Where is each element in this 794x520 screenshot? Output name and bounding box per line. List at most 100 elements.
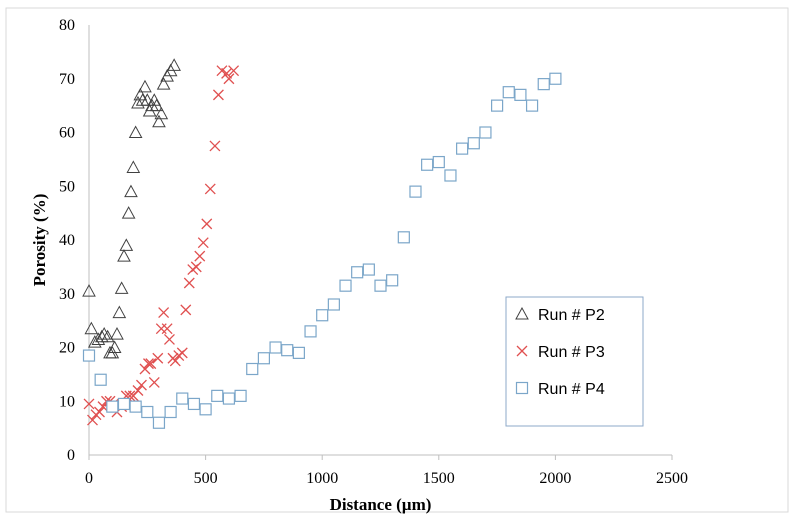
data-point [183, 277, 195, 289]
legend-marker [515, 306, 529, 320]
y-tick-label: 0 [67, 447, 75, 464]
data-point [114, 281, 129, 294]
data-point [156, 77, 171, 90]
x-tick-label: 1500 [423, 470, 455, 487]
y-tick-label: 30 [59, 286, 75, 303]
data-point [204, 183, 216, 195]
data-point [502, 86, 515, 99]
series-3-points [82, 72, 562, 429]
data-point [169, 355, 181, 367]
x-tick-label: 1000 [306, 470, 338, 487]
data-point [316, 309, 329, 322]
data-point [124, 184, 138, 198]
data-point [152, 416, 166, 429]
y-tick-label: 20 [59, 340, 75, 357]
data-point [467, 137, 480, 150]
data-point [269, 341, 282, 354]
data-point [197, 237, 209, 249]
data-point [222, 392, 236, 405]
x-tick-label: 2500 [656, 470, 688, 487]
data-point [145, 358, 157, 370]
data-point [223, 73, 235, 85]
data-point [339, 279, 352, 292]
data-point [421, 158, 434, 171]
data-point [83, 398, 95, 410]
y-tick-label: 60 [59, 125, 75, 142]
data-point [119, 238, 134, 251]
data-point [491, 99, 504, 112]
data-point [133, 87, 148, 101]
data-point [194, 250, 206, 262]
data-point [129, 400, 142, 413]
data-point [97, 327, 112, 340]
data-point [138, 79, 152, 93]
data-point [456, 142, 469, 155]
data-point [82, 349, 96, 362]
data-point [257, 352, 270, 365]
y-tick-label: 50 [59, 178, 75, 195]
data-point [106, 400, 119, 413]
data-point [164, 405, 177, 419]
data-point [211, 389, 224, 402]
data-point [432, 155, 445, 169]
data-point [304, 325, 317, 338]
y-tick-label: 10 [59, 393, 75, 410]
data-point [479, 126, 492, 139]
data-point [327, 298, 340, 311]
data-point [176, 392, 189, 405]
data-point [167, 58, 181, 71]
data-point [128, 125, 143, 138]
data-point [163, 333, 175, 345]
data-point [525, 99, 539, 112]
data-point [82, 284, 96, 297]
data-point [121, 206, 136, 219]
data-points [82, 58, 562, 429]
data-point [158, 307, 170, 319]
data-point [209, 140, 221, 152]
data-point [397, 231, 410, 244]
data-point [152, 114, 166, 128]
data-point [190, 261, 202, 273]
data-point [362, 263, 375, 276]
data-point [154, 106, 169, 120]
data-point [143, 358, 154, 370]
data-point [110, 327, 124, 340]
data-point [444, 169, 457, 182]
data-point [112, 305, 127, 319]
data-point [212, 89, 224, 101]
legend-box [505, 296, 644, 427]
y-tick-label: 70 [59, 71, 75, 88]
data-point [117, 397, 131, 411]
legend: Run # P2 Run # P3 Run # P4 [505, 296, 644, 427]
x-tick-label: 0 [85, 470, 93, 487]
data-point [228, 65, 240, 77]
data-point [87, 414, 98, 426]
data-point [94, 373, 107, 386]
legend-marker [516, 345, 528, 357]
y-axis-ticks: 0 10 20 30 40 50 60 70 80 [59, 17, 75, 464]
data-point [234, 389, 247, 402]
y-tick-label: 40 [59, 232, 75, 249]
data-point [199, 403, 212, 416]
data-point [161, 323, 173, 335]
data-point [281, 344, 294, 357]
data-point [84, 321, 99, 335]
data-point [537, 78, 550, 91]
y-axis-title: Porosity (%) [30, 194, 49, 287]
data-point [100, 329, 115, 343]
data-point [374, 279, 387, 292]
data-point [149, 98, 164, 112]
data-point [187, 397, 201, 411]
legend-label: Run # P2 [538, 307, 605, 324]
data-point [386, 274, 399, 287]
data-point [141, 405, 154, 419]
data-point [148, 376, 160, 388]
data-point [147, 93, 162, 106]
legend-label: Run # P3 [538, 344, 605, 361]
x-axis-ticks: 0 500 1000 1500 2000 2500 [85, 455, 688, 487]
data-point [131, 95, 145, 109]
data-point [140, 93, 155, 106]
data-point [94, 406, 105, 418]
data-point [351, 266, 364, 279]
